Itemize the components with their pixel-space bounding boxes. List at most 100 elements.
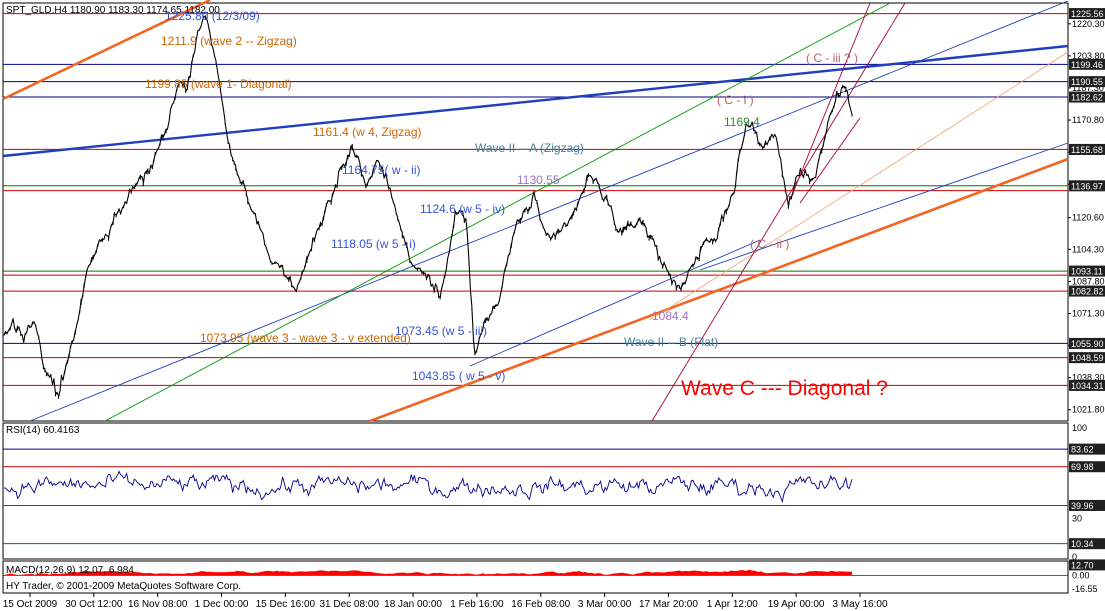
main-tag-label-4: 1155.68 [1071,145,1103,155]
macd-histogram-area [4,569,852,576]
macd-ytick-label-1: -16.55 [1072,584,1098,594]
xtick-label-6: 18 Jan 00:00 [384,599,442,610]
main-tag-label-3: 1182.62 [1071,93,1103,103]
main-tag-label-2: 1190.55 [1071,77,1103,87]
main-panel-title: SPT_GLD,H4 1180.90 1183.30 1174.65 1182.… [6,5,220,16]
annotation-1073-95: 1073.95 (wave 3 - wave 3 - v extended) [200,331,411,345]
macd-ytick-label-0: 0.00 [1072,570,1090,580]
orange-upper-channel-line [2,0,211,101]
rsi-tag-label-1: 69.98 [1071,462,1094,472]
crimson-wedge-line [799,117,861,204]
main-panel-frame [2,2,1069,422]
main-tag-bg-1 [1069,58,1105,70]
annotation-1211-9: 1211.9 (wave 2 -- Zigzag) [161,34,297,48]
macd-panel-title: MACD(12,26,9) 12.07, 6.984 [6,565,134,576]
annotation-1073-45: 1073.45 (w 5 - iii) [395,324,487,338]
rsi-panel-title: RSI(14) 60.4163 [6,425,80,436]
annotation-wave-ii-b: Wave II -- B (Flat) [624,335,718,349]
main-tag-label-5: 1136.97 [1071,181,1103,191]
xtick-label-5: 31 Dec 08:00 [319,599,379,610]
copyright-text: HY Trader, © 2001-2009 MetaQuotes Softwa… [6,581,241,592]
blue-lower-parallel-line [699,142,1069,271]
annotation-1169-4: 1169.4 [724,115,760,129]
rsi-price-tags: 83.62 69.98 39.96 10.34 [1069,443,1105,550]
trendlines [2,0,1069,423]
rsi-horizontal-lines [3,448,1068,545]
main-tag-label-1: 1199.46 [1071,60,1103,70]
rsi-tag-label-3: 10.34 [1071,539,1094,549]
main-ytick-label-8: 1087.80 [1072,276,1105,286]
rsi-tag-bg-2 [1069,499,1105,511]
xtick-label-7: 1 Feb 16:00 [450,599,504,610]
macd-y-axis-ticks: 0.00 -16.55 [1072,570,1098,594]
xtick-label-2: 16 Nov 08:00 [128,599,188,610]
main-tag-bg-2 [1069,76,1105,88]
main-tag-bg-8 [1069,337,1105,349]
annotation-c-i: ( C - i ) [717,93,754,107]
xtick-label-9: 3 Mar 00:00 [578,599,632,610]
light-orange-channel-line [649,51,1069,321]
main-tag-bg-6 [1069,265,1105,277]
main-tag-bg-0 [1069,8,1105,20]
main-ytick-label-7: 1104.30 [1072,244,1104,254]
main-ytick-label-1: 1203.80 [1072,51,1105,61]
blue-short-support-line [469,239,761,367]
xtick-label-4: 15 Dec 16:00 [256,599,316,610]
macd-panel-frame [2,560,1069,594]
macd-tag-label-0: 12.70 [1071,560,1094,570]
annotation-1164-75: 1164.75( w - ii) [342,163,420,177]
main-ytick-label-6: 1120.60 [1072,213,1104,223]
crimson-diagonal-line-2 [789,2,871,201]
xtick-label-11: 1 Apr 12:00 [707,599,759,610]
xtick-label-3: 1 Dec 00:00 [195,599,249,610]
main-tag-bg-10 [1069,379,1105,391]
main-tag-bg-7 [1069,285,1105,297]
rsi-line [3,470,853,504]
annotation-wave-ii-a: Wave II -- A (Zigzag) [475,141,584,155]
orange-lower-channel-line [369,157,1069,423]
macd-price-tags: 12.70 [1069,559,1105,571]
rsi-ytick-label-2: 30 [1072,513,1082,523]
main-tag-bg-9 [1069,352,1105,364]
rsi-tag-bg-0 [1069,443,1105,455]
xtick-label-12: 19 Apr 00:00 [768,599,825,610]
annotation-1225-80: 1225.80 (12/3/09) [165,9,260,23]
main-price-tags: 1225.56 1199.46 1190.55 1182.62 1155.68 1136.… [1069,8,1105,391]
annotation-wave-c-diagonal: Wave C --- Diagonal ? [681,377,888,400]
annotation-c-ii: ( C - ii ) [750,237,789,251]
blue-upper-parallel-line [29,0,1069,422]
main-tag-bg-5 [1069,180,1105,192]
rsi-series [3,470,853,504]
rsi-ytick-label-0: 100 [1072,423,1087,433]
annotation-1043-85: 1043.85 ( w 5 - v) [412,369,505,383]
main-tag-label-7: 1082.82 [1071,287,1104,297]
main-tag-label-10: 1034.31 [1071,381,1104,391]
annotation-1124-6: 1124.6 (w 5 - iv) [420,202,505,216]
xtick-label-10: 17 Mar 20:00 [639,599,698,610]
annotation-1199-85: 1199.85 (wave 1- Diagonal) [145,77,292,91]
main-tag-label-6: 1093.11 [1071,267,1103,277]
rsi-panel-frame [2,422,1069,560]
main-tag-label-0: 1225.56 [1071,9,1104,19]
main-tag-bg-4 [1069,143,1105,155]
xtick-label-1: 30 Oct 12:00 [65,599,123,610]
main-ytick-label-2: 1187.30 [1072,83,1104,93]
rsi-tag-bg-1 [1069,461,1105,473]
annotation-c-iii: ( C - iii ? ) [806,51,858,65]
main-ytick-label-9: 1071.30 [1072,308,1105,318]
annotation-1118-05: 1118.05 (w 5 - i) [331,237,416,251]
annotation-1161-4: 1161.4 (w 4, Zigzag) [313,125,422,139]
macd-tag-bg-0 [1069,559,1105,571]
rsi-ytick-label-3: 0 [1072,552,1077,562]
main-ytick-label-3: 1170.80 [1072,115,1104,125]
price-series [3,15,853,399]
main-ytick-label-0: 1220.30 [1072,19,1105,29]
main-tag-bg-3 [1069,91,1105,103]
rsi-tag-bg-3 [1069,538,1105,550]
main-tag-label-8: 1055.90 [1071,339,1104,349]
macd-histogram [3,569,1068,576]
annotation-1130-55: 1130.55 [517,173,560,187]
price-line [3,15,853,399]
